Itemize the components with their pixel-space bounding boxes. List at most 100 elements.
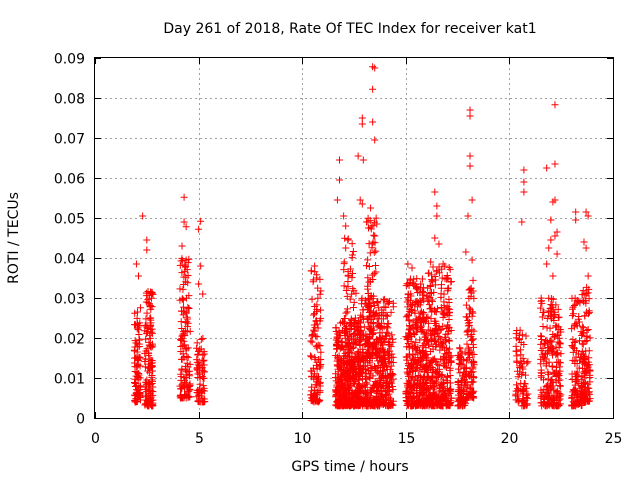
data-point <box>583 290 591 298</box>
data-point <box>462 248 470 256</box>
data-point <box>344 236 352 244</box>
data-point <box>424 269 432 277</box>
data-point <box>460 388 468 396</box>
data-point <box>572 392 580 400</box>
data-point <box>464 351 472 359</box>
data-point <box>569 303 577 311</box>
data-point <box>350 393 358 401</box>
data-point <box>142 396 150 404</box>
data-point <box>193 339 201 347</box>
data-point <box>181 366 189 374</box>
data-point <box>340 367 348 375</box>
data-point <box>408 264 416 272</box>
data-point <box>136 304 144 312</box>
data-point <box>148 329 156 337</box>
data-point <box>387 377 395 385</box>
data-point <box>199 382 207 390</box>
data-point <box>557 391 565 399</box>
data-point <box>344 235 352 243</box>
y-tick-label: 0.03 <box>54 292 85 308</box>
data-point <box>334 374 342 382</box>
data-point <box>341 334 349 342</box>
data-point <box>197 262 205 270</box>
data-point <box>355 355 363 363</box>
data-point <box>581 356 589 364</box>
data-point <box>512 347 520 355</box>
data-point <box>537 304 545 312</box>
data-point <box>200 350 208 358</box>
data-point <box>572 208 580 216</box>
data-point <box>386 334 394 342</box>
data-point <box>445 324 453 332</box>
data-point <box>314 341 322 349</box>
data-point <box>149 388 157 396</box>
data-point <box>514 367 522 375</box>
data-point <box>346 330 354 338</box>
x-tick-label: 5 <box>195 431 204 447</box>
data-point <box>199 290 207 298</box>
data-point <box>333 353 341 361</box>
y-tick-label: 0 <box>76 412 85 428</box>
data-point <box>345 364 353 372</box>
data-point <box>578 330 586 338</box>
data-point <box>463 357 471 365</box>
data-point <box>345 373 353 381</box>
data-point <box>195 225 203 233</box>
data-point <box>359 375 367 383</box>
data-point <box>444 305 452 313</box>
data-point <box>379 296 387 304</box>
data-point <box>369 320 377 328</box>
data-point <box>413 275 421 283</box>
data-point <box>404 280 412 288</box>
data-point <box>410 394 418 402</box>
data-point <box>354 152 362 160</box>
data-point <box>342 222 350 230</box>
data-point <box>186 327 194 335</box>
data-point <box>584 212 592 220</box>
data-point <box>371 301 379 309</box>
data-point <box>337 382 345 390</box>
data-point <box>547 236 555 244</box>
data-point <box>134 308 142 316</box>
data-point <box>335 176 343 184</box>
data-point <box>200 368 208 376</box>
data-point <box>375 304 383 312</box>
data-point <box>316 362 324 370</box>
data-point <box>376 399 384 407</box>
data-point <box>363 302 371 310</box>
data-point <box>132 395 140 403</box>
data-point <box>367 204 375 212</box>
data-point <box>432 357 440 365</box>
data-point <box>142 335 150 343</box>
data-point <box>438 274 446 282</box>
data-point <box>515 331 523 339</box>
data-point <box>181 318 189 326</box>
data-point <box>414 303 422 311</box>
data-point <box>431 273 439 281</box>
data-point <box>135 321 143 329</box>
data-point <box>549 295 557 303</box>
data-point <box>520 341 528 349</box>
data-point <box>572 216 580 224</box>
data-point <box>312 381 320 389</box>
data-point <box>520 398 528 406</box>
data-point <box>551 232 559 240</box>
data-point <box>543 260 551 268</box>
data-point <box>571 320 579 328</box>
data-point <box>554 370 562 378</box>
data-point <box>370 311 378 319</box>
data-point <box>458 350 466 358</box>
data-point <box>540 308 548 316</box>
data-point <box>537 332 545 340</box>
data-point <box>446 366 454 374</box>
data-point <box>317 355 325 363</box>
data-point <box>364 290 372 298</box>
data-point <box>543 401 551 409</box>
data-point <box>431 383 439 391</box>
data-point <box>387 362 395 370</box>
data-point <box>134 361 142 369</box>
data-point <box>551 160 559 168</box>
data-point <box>338 357 346 365</box>
data-point <box>386 358 394 366</box>
data-point <box>346 320 354 328</box>
